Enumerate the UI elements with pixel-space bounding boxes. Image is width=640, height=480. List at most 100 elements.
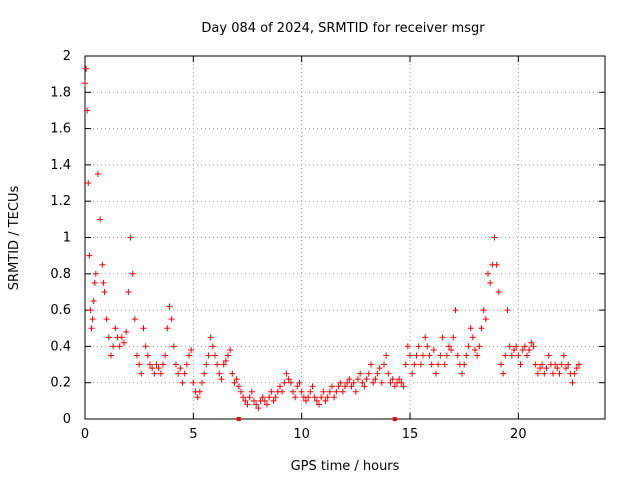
- data-point: [214, 361, 221, 368]
- data-point: [550, 370, 556, 377]
- data-point: [355, 376, 361, 383]
- data-point: [83, 65, 90, 72]
- data-point: [333, 388, 340, 395]
- data-point: [415, 343, 422, 350]
- data-point: [404, 343, 411, 350]
- data-point: [144, 352, 151, 359]
- data-point: [428, 361, 435, 368]
- data-point: [378, 379, 385, 386]
- data-point: [476, 343, 483, 350]
- data-point: [329, 383, 335, 390]
- data-point: [259, 394, 266, 401]
- chart-title: Day 084 of 2024, SRMTID for receiver msg…: [201, 21, 485, 36]
- data-point: [285, 376, 292, 383]
- data-point: [558, 361, 565, 368]
- data-point: [539, 361, 546, 368]
- data-point: [344, 379, 351, 386]
- y-tick-label: 1.8: [50, 85, 71, 100]
- zero-marker: [392, 417, 397, 421]
- y-tick-label: 1.6: [50, 122, 71, 137]
- data-point: [409, 370, 416, 377]
- data-point: [463, 352, 470, 359]
- data-point: [235, 383, 242, 390]
- data-point: [313, 397, 320, 404]
- data-point: [485, 270, 491, 277]
- data-point: [335, 383, 342, 390]
- data-point: [84, 107, 91, 114]
- data-point: [112, 325, 119, 332]
- data-point: [422, 334, 429, 341]
- data-point: [88, 325, 95, 332]
- data-point: [270, 397, 277, 404]
- data-point: [173, 361, 179, 368]
- data-point: [318, 394, 325, 401]
- data-point: [563, 365, 569, 372]
- data-point: [227, 347, 234, 354]
- y-tick-label: 0.4: [50, 339, 71, 354]
- data-point: [569, 379, 576, 386]
- data-point: [474, 352, 481, 359]
- data-point: [82, 80, 88, 87]
- data-point: [465, 343, 472, 350]
- data-point: [515, 352, 522, 359]
- data-point: [541, 370, 548, 377]
- data-point: [251, 397, 257, 404]
- data-point: [502, 352, 509, 359]
- data-point: [110, 343, 117, 350]
- data-point: [142, 343, 149, 350]
- data-point: [134, 352, 140, 359]
- data-point: [450, 334, 457, 341]
- data-point: [426, 352, 433, 359]
- data-point: [528, 339, 535, 346]
- zero-markers: [236, 417, 397, 421]
- data-point: [277, 383, 283, 390]
- grid-lines: [85, 56, 605, 419]
- data-point: [121, 339, 127, 346]
- data-point: [387, 379, 394, 386]
- y-tick-label: 2: [63, 49, 71, 64]
- data-point: [545, 352, 552, 359]
- data-point: [493, 261, 500, 268]
- data-point: [326, 388, 333, 395]
- y-tick-label: 0.6: [50, 303, 71, 318]
- data-point: [86, 252, 93, 259]
- data-point: [199, 379, 205, 386]
- data-point: [233, 376, 240, 383]
- data-point: [186, 352, 192, 359]
- axis-ticks: [84, 55, 605, 420]
- y-axis-label: SRMTID / TECUs: [7, 186, 22, 291]
- data-point: [443, 352, 450, 359]
- zero-marker: [236, 417, 241, 421]
- data-point: [309, 383, 316, 390]
- data-point: [383, 352, 390, 359]
- data-point: [461, 361, 468, 368]
- x-tick-label: 10: [293, 427, 310, 442]
- data-point: [218, 376, 225, 383]
- data-point: [452, 307, 459, 314]
- data-point: [196, 388, 203, 395]
- data-point: [576, 361, 582, 368]
- data-point: [147, 361, 153, 368]
- data-point: [430, 347, 437, 354]
- data-point: [478, 325, 485, 332]
- y-tick-label: 1: [63, 231, 71, 246]
- data-point: [177, 365, 184, 372]
- data-point: [305, 394, 312, 401]
- x-tick-label: 20: [510, 427, 527, 442]
- data-point: [203, 361, 210, 368]
- data-point: [255, 405, 262, 412]
- data-point: [127, 234, 134, 241]
- data-point: [459, 370, 465, 377]
- data-point: [482, 316, 489, 323]
- data-point: [162, 352, 169, 359]
- data-point: [103, 316, 110, 323]
- data-point: [253, 401, 260, 408]
- data-point: [170, 343, 177, 350]
- data-point: [91, 279, 98, 286]
- data-point: [487, 279, 494, 286]
- data-point: [400, 383, 407, 390]
- data-point: [396, 376, 403, 383]
- data-point: [391, 383, 398, 390]
- data-point: [266, 394, 273, 401]
